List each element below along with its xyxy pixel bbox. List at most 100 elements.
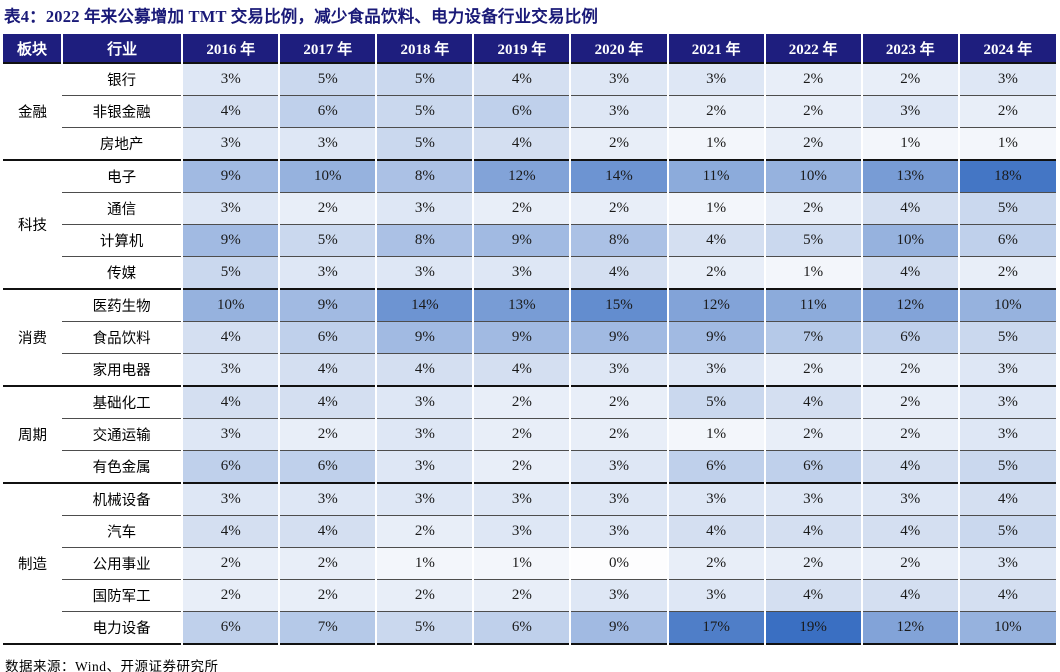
value-cell: 3% [181,482,280,516]
value-cell: 3% [957,385,1056,419]
value-cell: 3% [472,256,571,289]
value-cell: 12% [860,611,959,644]
value-cell: 4% [666,224,765,257]
value-cell: 1% [666,192,765,225]
value-cell: 5% [957,192,1056,225]
table-row: 计算机 9% 5% 8% 9% 8% 4% 5% 10% 6% [3,224,1056,257]
value-cell: 14% [375,288,474,322]
value-cell: 2% [860,353,959,386]
value-cell: 1% [957,127,1056,160]
value-cell: 19% [763,611,862,644]
industry-cell: 有色金属 [62,450,183,483]
value-cell: 2% [472,192,571,225]
value-cell: 4% [569,256,668,289]
sector-cell: 周期 [3,385,63,483]
value-cell: 4% [278,385,377,419]
value-cell: 2% [763,127,862,160]
value-cell: 3% [472,482,571,516]
value-cell: 1% [472,547,571,580]
value-cell: 9% [666,321,765,354]
value-cell: 1% [666,127,765,160]
column-header: 2017 年 [278,34,377,63]
value-cell: 2% [957,95,1056,128]
value-cell: 11% [666,159,765,193]
industry-cell: 通信 [62,192,183,225]
table-row: 传媒 5% 3% 3% 3% 4% 2% 1% 4% 2% [3,256,1056,289]
value-cell: 4% [860,579,959,612]
value-cell: 2% [763,547,862,580]
industry-cell: 公用事业 [62,547,183,580]
industry-cell: 计算机 [62,224,183,257]
value-cell: 3% [569,579,668,612]
value-cell: 3% [957,547,1056,580]
industry-cell: 非银金融 [62,95,183,128]
value-cell: 2% [569,418,668,451]
value-cell: 13% [860,159,959,193]
value-cell: 3% [860,95,959,128]
value-cell: 3% [472,515,571,548]
value-cell: 18% [957,159,1056,193]
value-cell: 9% [472,321,571,354]
value-cell: 5% [375,611,474,644]
value-cell: 6% [763,450,862,483]
value-cell: 2% [181,579,280,612]
value-cell: 4% [181,385,280,419]
value-cell: 3% [181,62,280,96]
value-cell: 10% [763,159,862,193]
value-cell: 2% [666,547,765,580]
table-title: 表4：2022 年来公募增加 TMT 交易比例，减少食品饮料、电力设备行业交易比… [4,7,599,26]
value-cell: 3% [666,482,765,516]
value-cell: 10% [957,288,1056,322]
value-cell: 2% [763,353,862,386]
value-cell: 2% [763,95,862,128]
value-cell: 5% [957,450,1056,483]
value-cell: 3% [569,482,668,516]
value-cell: 2% [472,418,571,451]
value-cell: 4% [472,127,571,160]
value-cell: 6% [957,224,1056,257]
value-cell: 5% [181,256,280,289]
table-row: 通信 3% 2% 3% 2% 2% 1% 2% 4% 5% [3,192,1056,225]
column-header: 2022 年 [763,34,862,63]
table-row: 家用电器 3% 4% 4% 4% 3% 3% 2% 2% 3% [3,353,1056,386]
table-row: 国防军工 2% 2% 2% 2% 3% 3% 4% 4% 4% [3,579,1056,612]
value-cell: 3% [957,353,1056,386]
table-row: 汽车 4% 4% 2% 3% 3% 4% 4% 4% 5% [3,515,1056,548]
value-cell: 2% [957,256,1056,289]
value-cell: 3% [375,482,474,516]
industry-cell: 房地产 [62,127,183,160]
value-cell: 4% [763,385,862,419]
industry-cell: 机械设备 [62,482,183,516]
value-cell: 2% [666,95,765,128]
column-header: 行业 [61,34,183,63]
value-cell: 4% [375,353,474,386]
value-cell: 5% [375,62,474,96]
value-cell: 5% [278,62,377,96]
table-row: 房地产 3% 3% 5% 4% 2% 1% 2% 1% 1% [3,127,1056,160]
value-cell: 2% [860,547,959,580]
industry-trading-proportion-table: 板块 行业 2016 年 2017 年 2018 年 2019 年 2020 年 2021 年… [3,34,1056,645]
value-cell: 3% [569,62,668,96]
value-cell: 2% [569,192,668,225]
value-cell: 3% [763,482,862,516]
value-cell: 12% [860,288,959,322]
value-cell: 4% [666,515,765,548]
value-cell: 7% [763,321,862,354]
value-cell: 2% [278,418,377,451]
value-cell: 9% [472,224,571,257]
value-cell: 3% [278,256,377,289]
value-cell: 5% [278,224,377,257]
sector-cell: 制造 [3,482,63,644]
table-header-row: 板块 行业 2016 年 2017 年 2018 年 2019 年 2020 年 2021 年… [3,34,1056,63]
value-cell: 10% [957,611,1056,644]
value-cell: 3% [375,385,474,419]
value-cell: 12% [666,288,765,322]
value-cell: 10% [278,159,377,193]
industry-cell: 银行 [62,62,183,96]
industry-cell: 家用电器 [62,353,183,386]
column-header: 2016 年 [181,34,280,63]
value-cell: 6% [472,95,571,128]
table-row: 交通运输 3% 2% 3% 2% 2% 1% 2% 2% 3% [3,418,1056,451]
value-cell: 3% [375,450,474,483]
